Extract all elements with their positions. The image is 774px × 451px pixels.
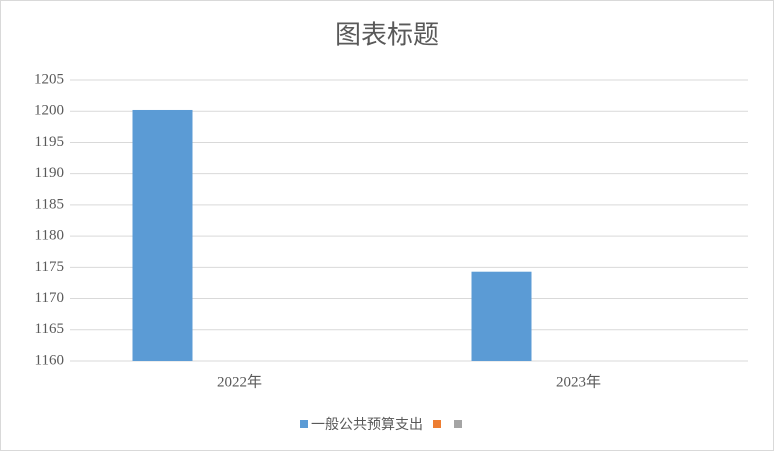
bar xyxy=(471,271,532,361)
bar xyxy=(132,109,193,362)
y-tick-label: 1200 xyxy=(34,103,64,119)
x-tick-label: 2022年 xyxy=(217,373,262,390)
y-tick-label: 1170 xyxy=(35,290,64,306)
y-tick-label: 1205 xyxy=(34,71,64,87)
legend-marker xyxy=(300,420,308,428)
y-tick-label: 1165 xyxy=(35,321,64,337)
legend-marker xyxy=(433,420,441,428)
legend-marker xyxy=(454,420,462,428)
y-tick-label: 1160 xyxy=(35,352,64,368)
legend-label: 一般公共预算支出 xyxy=(311,417,423,433)
chart-title: 图表标题 xyxy=(335,21,439,51)
y-tick-label: 1195 xyxy=(35,134,64,150)
y-tick-label: 1190 xyxy=(35,165,64,181)
x-tick-label: 2023年 xyxy=(556,373,601,390)
y-tick-label: 1175 xyxy=(35,259,64,275)
y-tick-label: 1185 xyxy=(35,196,64,212)
y-tick-label: 1180 xyxy=(35,228,64,244)
